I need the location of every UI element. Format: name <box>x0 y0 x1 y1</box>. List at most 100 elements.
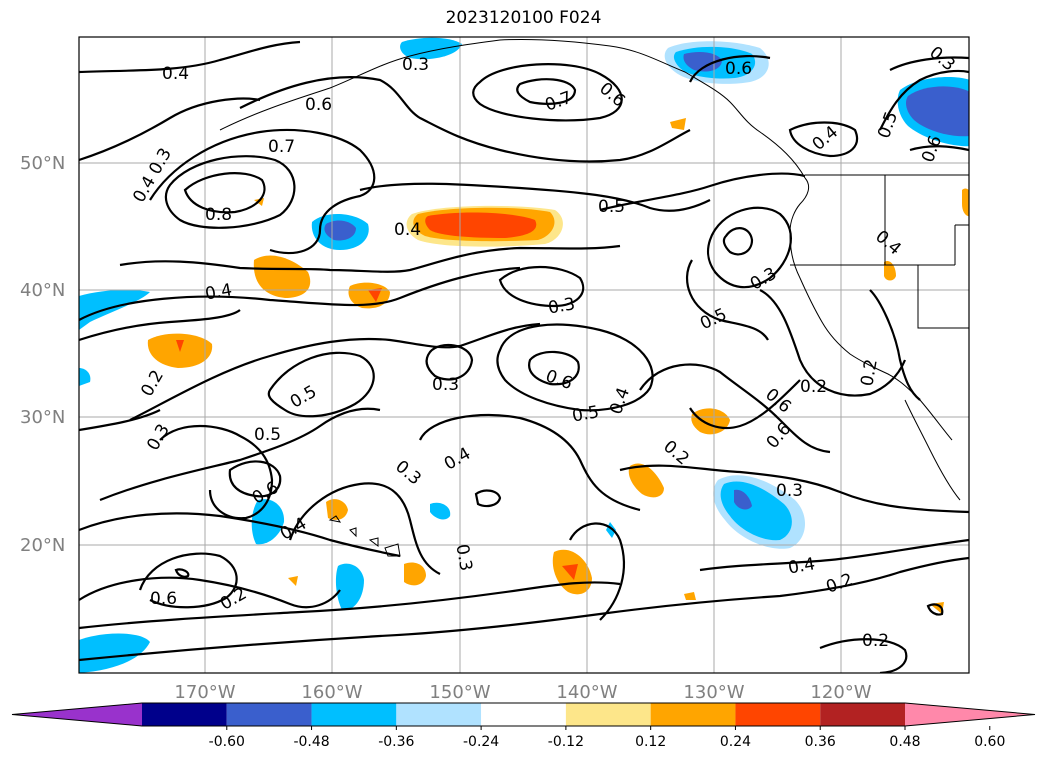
contour-29 <box>619 464 969 514</box>
colorbar-tick-label: -0.12 <box>548 734 584 750</box>
pos-patch-s9 <box>288 576 298 586</box>
lon-label-130w: 130°W <box>683 682 744 703</box>
colorbar-segment <box>226 703 312 726</box>
contour-40 <box>569 522 625 621</box>
clabel-33: 0.2 <box>857 358 881 388</box>
neg-patch-gulf <box>400 37 462 60</box>
colorbar-tick-label: 0.12 <box>635 734 666 750</box>
contour-36 <box>79 581 621 630</box>
clabel-4: 0.6 <box>595 79 629 112</box>
lat-label-50n: 50°N <box>20 153 65 174</box>
contour-25 <box>418 413 641 512</box>
colorbar-segment <box>142 703 227 726</box>
clabel-45: 0.4 <box>787 554 817 578</box>
contour-21 <box>267 351 375 418</box>
colorbar-tick-label: -0.60 <box>209 734 245 750</box>
colorbar-outline <box>11 702 1036 727</box>
contour-18 <box>129 322 541 421</box>
clabel-41: 0.2 <box>862 631 889 651</box>
contour-31 <box>159 424 274 520</box>
contour-37 <box>79 556 969 662</box>
clabel-7: 0.7 <box>543 88 575 116</box>
colorbar-tick-label: 0.60 <box>974 734 1005 750</box>
clabel-42: 0.6 <box>150 589 177 609</box>
hawaii-islands <box>328 515 401 557</box>
neg-patch-small <box>430 502 451 520</box>
lat-label-20n: 20°N <box>20 535 65 556</box>
lon-label-170w: 170°W <box>174 682 235 703</box>
clabel-24: 0.2 <box>800 377 827 397</box>
contour-27 <box>759 289 907 397</box>
contour-33 <box>288 482 441 575</box>
contour-10 <box>359 182 711 212</box>
clabel-14: 0.3 <box>547 294 577 318</box>
contour-12 <box>79 266 521 321</box>
pos-patch-s1 <box>691 408 730 435</box>
lon-label-140w: 140°W <box>556 682 617 703</box>
colorbar-segment-min <box>12 703 142 726</box>
colorbar-segment <box>820 703 905 726</box>
lon-label-160w: 160°W <box>301 682 362 703</box>
contour-17 <box>685 259 769 341</box>
gridlines <box>79 37 969 673</box>
clabel-20: 0.2 <box>137 367 168 400</box>
colorbar: -0.60 -0.48 -0.36 -0.24 -0.12 0.12 0.24 0.36 0.4… <box>11 702 1036 750</box>
colorbar-tick-label: 0.48 <box>889 734 920 750</box>
contour-6 <box>164 155 296 229</box>
neg-patch-alaska-inner <box>683 52 722 72</box>
clabel-34: 0.6 <box>249 478 282 509</box>
contour-14 <box>498 265 585 308</box>
pos-patch-s6 <box>884 260 896 281</box>
map-frame <box>78 36 970 674</box>
contour-30 <box>79 512 401 558</box>
baja-coast <box>904 399 961 501</box>
contour-46 <box>788 121 858 158</box>
clabel-31: 0.3 <box>391 457 425 490</box>
state-line-4 <box>954 224 969 265</box>
clabel-32: 0.2 <box>659 437 693 470</box>
clabel-6: 0.3 <box>402 55 429 75</box>
latitude-labels: 50°N 40°N 30°N 20°N <box>20 153 65 556</box>
contour-5 <box>79 97 261 162</box>
pos-patch-s2 <box>628 463 664 498</box>
neg-patch-hawaii-s <box>335 563 364 611</box>
contour-47 <box>869 289 921 401</box>
contour-16 <box>722 227 754 256</box>
clabel-36: 0.3 <box>451 543 475 573</box>
pos-patch-west-3-red <box>176 340 184 352</box>
clabel-10: 0.8 <box>205 205 232 225</box>
contour-4 <box>516 78 577 105</box>
colorbar-tick-label: 0.36 <box>805 734 836 750</box>
pos-patch-west-1 <box>253 255 311 298</box>
canada-coast <box>789 177 953 441</box>
clabel-35: 0.3 <box>776 481 803 501</box>
contour-8 <box>149 128 376 255</box>
clabel-25: 0.3 <box>143 421 174 454</box>
clabel-1: 0.4 <box>162 64 189 84</box>
contour-15 <box>706 206 792 289</box>
contour-32 <box>228 460 282 498</box>
contour-48 <box>174 568 190 578</box>
contour-2 <box>239 76 691 163</box>
colorbar-segment <box>396 703 482 726</box>
colorbar-segment-max <box>905 703 1035 726</box>
neg-patch-left-edge-2 <box>79 368 91 386</box>
alaska-coast <box>219 38 806 179</box>
colorbar-segment <box>311 703 397 726</box>
longitude-labels: 170°W 160°W 150°W 140°W 130°W 120°W <box>174 682 871 703</box>
pos-patch-central-red <box>425 212 537 238</box>
colorbar-segment <box>735 703 821 726</box>
contour-23 <box>496 323 654 412</box>
clabel-26: 0.5 <box>571 402 601 426</box>
pos-patch-s10 <box>670 118 686 130</box>
contour-49 <box>926 603 944 616</box>
contour-42 <box>889 56 969 71</box>
colorbar-tick-label: -0.36 <box>378 734 414 750</box>
colorbar-tick-label: 0.24 <box>720 734 751 750</box>
contour-45 <box>688 54 771 83</box>
colorbar-segment <box>481 703 566 726</box>
colorbar-segment <box>565 703 651 726</box>
neg-patch-sw-corner <box>79 633 150 673</box>
pos-patch-west-2-red <box>368 288 382 302</box>
contour-43 <box>879 69 969 131</box>
